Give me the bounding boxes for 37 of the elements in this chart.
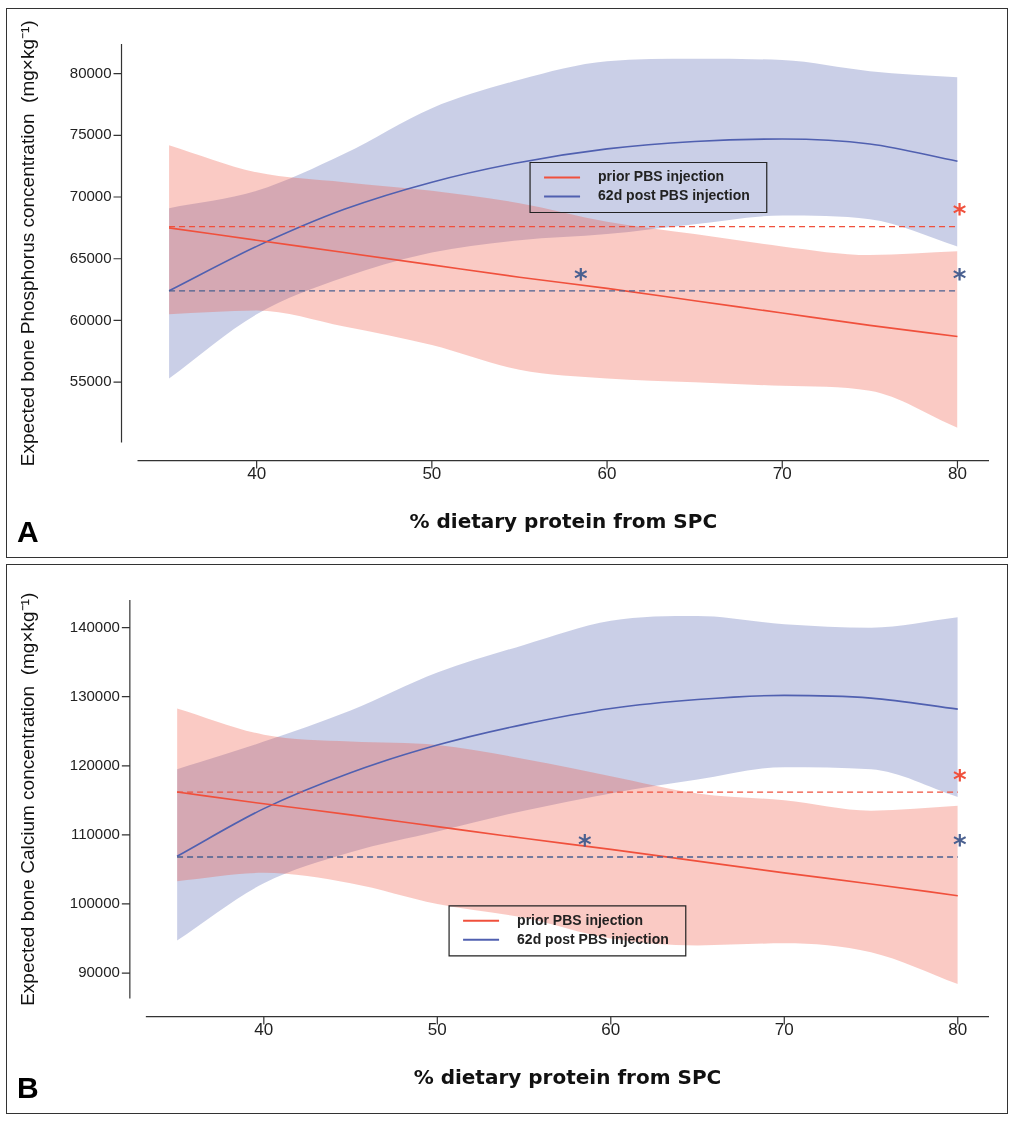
ref-line-label: * xyxy=(952,199,967,230)
x-tick-label: 50 xyxy=(422,464,442,484)
y-tick-label: 55000 xyxy=(69,372,112,390)
x-tick-label: 80 xyxy=(948,464,967,484)
y-tick-label: 60000 xyxy=(69,310,112,328)
y-axis-title: Expected bone Phosphorus concentration (mg×kg⁻¹) xyxy=(16,20,38,467)
ref-line-label: * xyxy=(952,764,967,795)
legend-label: prior PBS injection xyxy=(517,911,644,928)
y-axis-title: Expected bone Calcium concentration (mg×kg⁻¹) xyxy=(16,592,38,1006)
x-tick-label: 60 xyxy=(601,1020,621,1040)
text: B xyxy=(17,1071,39,1105)
y-tick-label: 80000 xyxy=(69,63,112,81)
x-tick-label: 40 xyxy=(254,1020,274,1040)
x-tick-label: 70 xyxy=(772,464,792,484)
annotation: * xyxy=(573,263,588,294)
legend-label: 62d post PBS injection xyxy=(598,187,750,204)
y-tick-label: 90000 xyxy=(78,963,120,981)
x-tick-label: 70 xyxy=(774,1020,794,1040)
x-tick-label: 60 xyxy=(597,464,617,484)
y-tick-label: 75000 xyxy=(69,125,112,143)
legend-label: 62d post PBS injection xyxy=(517,930,669,947)
y-tick-label: 100000 xyxy=(69,894,120,912)
y-tick-label: 120000 xyxy=(69,755,120,773)
y-tick-label: 130000 xyxy=(69,686,120,704)
x-tick-label: 80 xyxy=(948,1020,968,1040)
ref-line-label: * xyxy=(952,263,967,294)
y-tick-label: 110000 xyxy=(70,825,120,843)
x-axis-title: % dietary protein from SPC xyxy=(413,1065,722,1090)
ref-line-label: * xyxy=(952,829,967,860)
text: A xyxy=(17,515,39,549)
y-tick-label: 65000 xyxy=(69,248,112,266)
x-tick-label: 50 xyxy=(427,1020,447,1040)
x-axis-title: % dietary protein from SPC xyxy=(409,509,718,534)
legend-label: prior PBS injection xyxy=(598,168,725,185)
x-tick-label: 40 xyxy=(247,464,267,484)
y-tick-label: 140000 xyxy=(69,617,120,635)
y-tick-label: 70000 xyxy=(69,187,112,205)
